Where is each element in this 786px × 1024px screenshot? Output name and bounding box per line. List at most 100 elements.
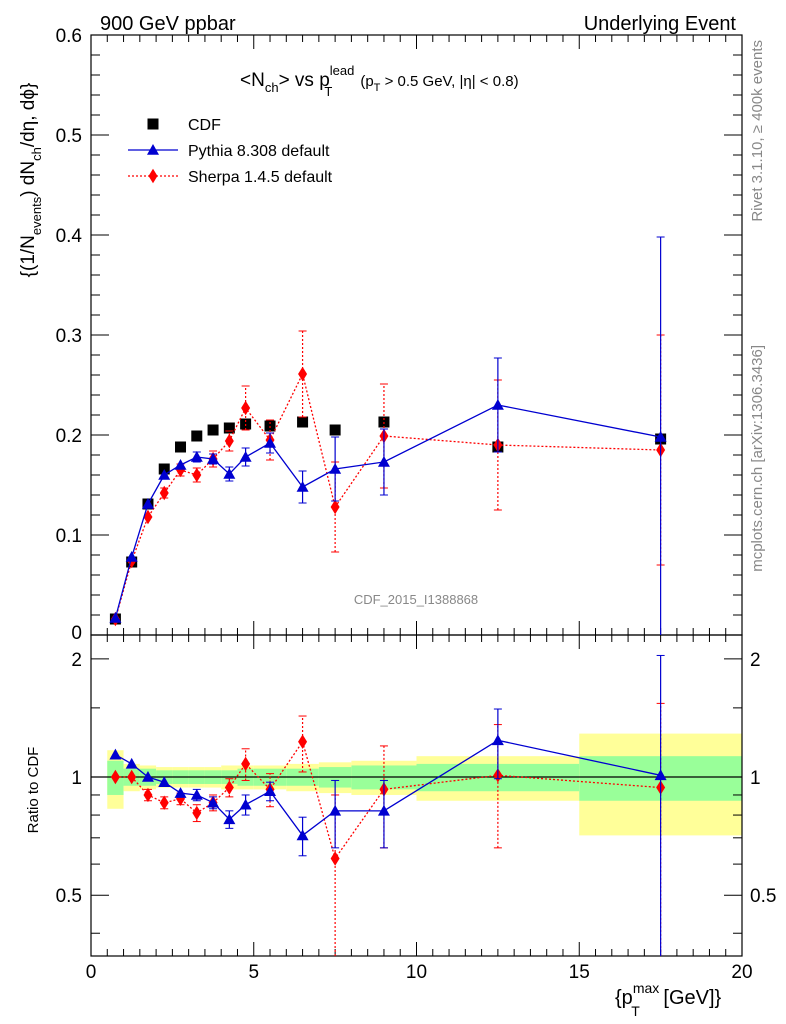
pythia-ratio-point	[125, 757, 138, 769]
pythia-ratio-point	[109, 748, 122, 760]
pythia-ratio-point	[223, 813, 236, 825]
pythia-point	[158, 469, 171, 480]
sherpa-point	[192, 467, 202, 483]
x-tick-label: 15	[569, 962, 590, 983]
ratio-tick-label: 1	[71, 768, 82, 789]
pythia-ratio-point	[654, 769, 667, 781]
pythia-point	[174, 459, 187, 470]
sherpa-point	[159, 485, 169, 501]
ylabel-a: {(1/N	[18, 235, 39, 277]
legend: CDF Pythia 8.308 default Sherpa 1.4.5 defa…	[128, 117, 333, 186]
y-tick-label: 0	[71, 623, 82, 644]
sherpa-ratio-point	[159, 795, 169, 810]
sherpa-ratio-point	[192, 805, 202, 821]
pythia-point	[654, 431, 667, 442]
xlabel-b: [GeV]}	[658, 987, 722, 1009]
title-middle: > vs p	[279, 70, 330, 91]
legend-pythia-marker	[147, 144, 159, 155]
title-prefix-sub: ch	[265, 80, 279, 95]
y-axis-label: {(1/Nevents) dNch/dη, dϕ}	[18, 83, 44, 278]
xlabel-sub: T	[631, 1003, 640, 1019]
pythia-point	[264, 437, 277, 448]
cdf-point	[329, 424, 341, 436]
ratio-tick-label: 2	[71, 650, 82, 671]
x-tick-label: 5	[248, 962, 259, 983]
ratio-tick-label-right: 2	[750, 650, 761, 671]
title-prefix: <N	[240, 70, 265, 91]
header-left: 900 GeV ppbar	[100, 13, 236, 35]
legend-cdf-marker	[147, 118, 159, 130]
title-suffix-sub: T	[374, 82, 381, 94]
sherpa-ratio-point	[241, 756, 251, 772]
x-tick-label: 20	[731, 962, 752, 983]
title-suffix-b: > 0.5 GeV, |η| < 0.8)	[380, 73, 518, 90]
ratio-tick-label-right: 0.5	[750, 886, 776, 907]
sherpa-point	[330, 499, 340, 515]
title-suffix-a: (p	[360, 73, 373, 90]
sherpa-point	[241, 400, 251, 416]
pythia-point	[207, 453, 220, 464]
pythia-point	[125, 551, 138, 562]
cdf-point	[207, 424, 219, 436]
legend-sherpa-label: Sherpa 1.4.5 default	[188, 169, 333, 186]
pythia-ratio-point	[377, 804, 390, 816]
y-tick-label: 0.5	[56, 126, 82, 147]
sherpa-ratio-point	[298, 734, 308, 749]
plot-title: <Nch> vs plead T(pT > 0.5 GeV, |η| < 0.8)	[240, 63, 519, 99]
y-tick-label: 0.2	[56, 426, 82, 447]
data-series	[109, 236, 667, 956]
axis-ticks: 0 5 10 15 20 0 0.1 0.2 0.3 0.4 0.5 0.6 0.5 0.5 1 1 2 2	[56, 26, 777, 983]
pythia-point	[141, 498, 154, 509]
pythia-point	[223, 468, 236, 479]
xlabel-a: {p	[615, 987, 633, 1009]
pythia-ratio-point	[264, 785, 277, 797]
ratio-uncertainty-bands	[107, 733, 742, 836]
legend-sherpa-marker	[148, 168, 158, 184]
pythia-ratio-point	[491, 734, 504, 746]
ratio-tick-label: 0.5	[56, 886, 82, 907]
sherpa-ratio-point	[143, 787, 153, 803]
y-tick-label: 0.3	[56, 326, 82, 347]
sherpa-ratio-point	[110, 769, 120, 785]
pythia-ratio-point	[329, 804, 342, 816]
pythia-ratio-point	[174, 787, 187, 798]
legend-pythia-label: Pythia 8.308 default	[188, 143, 330, 160]
cdf-point	[223, 422, 235, 434]
ratio-tick-label-right: 1	[750, 768, 761, 789]
pythia-point	[109, 612, 122, 623]
sherpa-ratio-line	[115, 740, 661, 861]
title-p-sub: T	[324, 84, 332, 99]
ratio-y-axis-label: Ratio to CDF	[25, 747, 42, 834]
header-right: Underlying Event	[584, 13, 737, 35]
cdf-point	[191, 430, 203, 442]
pythia-point	[239, 451, 252, 462]
cdf-point	[175, 441, 187, 453]
sherpa-point	[224, 433, 234, 449]
y-tick-label: 0.4	[56, 226, 83, 247]
pythia-ratio-point	[207, 796, 220, 808]
y-tick-label: 0.1	[56, 526, 82, 547]
pythia-point	[296, 481, 309, 492]
mcplots-label: mcplots.cern.ch [arXiv:1306.3436]	[749, 345, 766, 572]
sherpa-point	[298, 366, 308, 382]
sherpa-ratio-point	[330, 851, 340, 866]
sherpa-line	[114, 372, 661, 620]
pythia-point	[377, 456, 390, 467]
sherpa-ratio-point	[224, 780, 234, 795]
analysis-watermark: CDF_2015_I1388868	[354, 592, 478, 607]
pythia-ratio-point	[141, 771, 154, 782]
pythia-ratio-point	[296, 829, 309, 841]
sherpa-ratio-point	[127, 769, 137, 785]
x-tick-label: 10	[406, 962, 427, 983]
pythia-point	[491, 399, 504, 410]
title-p-sup: lead	[330, 63, 355, 78]
pythia-point	[329, 463, 342, 474]
pythia-ratio-point	[239, 798, 252, 810]
legend-cdf-label: CDF	[188, 117, 221, 134]
rivet-label: Rivet 3.1.10, ≥ 400k events	[749, 40, 766, 222]
pythia-point	[190, 451, 203, 462]
ylabel-b-sub: ch	[29, 147, 44, 161]
y-tick-label: 0.6	[56, 26, 82, 47]
x-tick-label: 0	[86, 962, 97, 983]
